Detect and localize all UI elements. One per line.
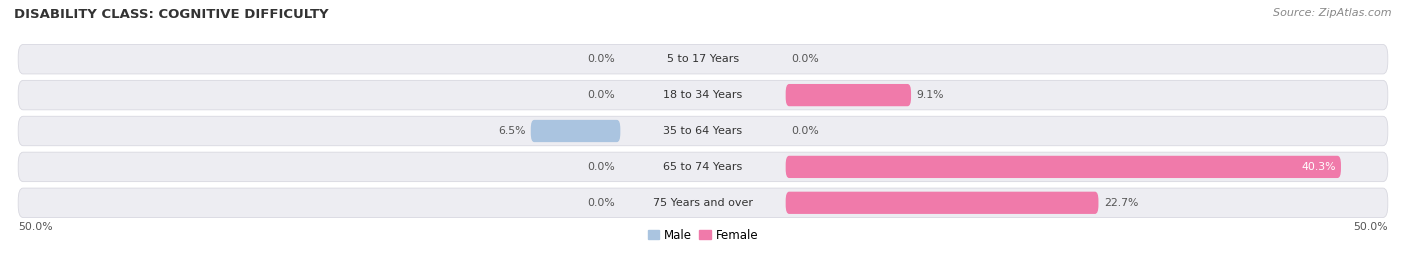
Text: DISABILITY CLASS: COGNITIVE DIFFICULTY: DISABILITY CLASS: COGNITIVE DIFFICULTY [14, 8, 329, 21]
Text: 40.3%: 40.3% [1301, 162, 1336, 172]
Text: 6.5%: 6.5% [498, 126, 526, 136]
Text: Source: ZipAtlas.com: Source: ZipAtlas.com [1274, 8, 1392, 18]
Text: 0.0%: 0.0% [792, 54, 818, 64]
Text: 0.0%: 0.0% [792, 126, 818, 136]
Text: 9.1%: 9.1% [917, 90, 943, 100]
FancyBboxPatch shape [18, 152, 1388, 182]
Text: 65 to 74 Years: 65 to 74 Years [664, 162, 742, 172]
Text: 18 to 34 Years: 18 to 34 Years [664, 90, 742, 100]
Text: 50.0%: 50.0% [1353, 222, 1388, 232]
FancyBboxPatch shape [786, 192, 1098, 214]
FancyBboxPatch shape [531, 120, 620, 142]
FancyBboxPatch shape [786, 156, 1341, 178]
Text: 0.0%: 0.0% [588, 54, 614, 64]
FancyBboxPatch shape [18, 44, 1388, 74]
Text: 0.0%: 0.0% [588, 90, 614, 100]
FancyBboxPatch shape [18, 80, 1388, 110]
Legend: Male, Female: Male, Female [643, 224, 763, 246]
Text: 50.0%: 50.0% [18, 222, 53, 232]
Text: 35 to 64 Years: 35 to 64 Years [664, 126, 742, 136]
FancyBboxPatch shape [18, 188, 1388, 218]
Text: 75 Years and over: 75 Years and over [652, 198, 754, 208]
Text: 22.7%: 22.7% [1104, 198, 1139, 208]
FancyBboxPatch shape [18, 116, 1388, 146]
FancyBboxPatch shape [786, 84, 911, 106]
Text: 0.0%: 0.0% [588, 198, 614, 208]
Text: 0.0%: 0.0% [588, 162, 614, 172]
Text: 5 to 17 Years: 5 to 17 Years [666, 54, 740, 64]
